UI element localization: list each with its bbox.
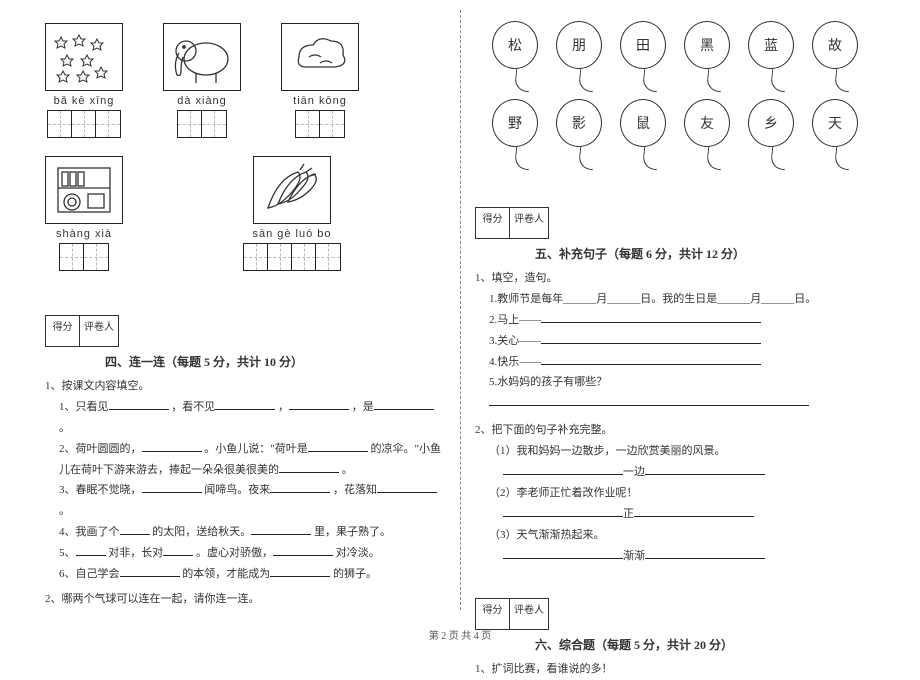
balloon[interactable]: 野 — [492, 99, 538, 147]
r-q1-a: 1.教师节是每年______月______日。我的生日是______月_____… — [489, 289, 875, 310]
card-stars: bǎ kē xīng — [45, 23, 123, 138]
score-box: 得分 评卷人 — [45, 315, 119, 347]
r-q2-a-blank: 一边 — [503, 462, 875, 483]
q1-item-b: 2、荷叶圆圆的， 。小鱼儿说："荷叶是 的凉伞。"小鱼儿在荷叶下游来游去，捧起一… — [59, 439, 445, 481]
char-grid[interactable] — [243, 243, 341, 271]
pinyin-label: sān gè luó bo — [252, 228, 331, 240]
balloon[interactable]: 蓝 — [748, 21, 794, 69]
cloud-icon — [281, 23, 359, 91]
balloon[interactable]: 天 — [812, 99, 858, 147]
r-q1-e-blank — [489, 393, 875, 414]
reviewer-label: 评卷人 — [514, 601, 544, 616]
q1-item-a: 1、只看见 ，看不见 ， ，是 。 — [59, 397, 445, 439]
elephant-icon — [163, 23, 241, 91]
pinyin-label: shàng xià — [56, 228, 112, 240]
balloon[interactable]: 朋 — [556, 21, 602, 69]
r-q1-label: 1、填空，造句。 — [475, 268, 875, 289]
carrot-icon — [253, 156, 331, 224]
image-card-row-2: shàng xià sān — [45, 156, 445, 271]
balloon-row-bottom: 野 影 鼠 友 乡 天 — [475, 99, 875, 147]
image-card-row-1: bǎ kē xīng — [45, 23, 445, 138]
r-q2-a: （1）我和妈妈一边散步，一边欣赏美丽的风景。 — [489, 441, 875, 462]
balloon[interactable]: 乡 — [748, 99, 794, 147]
balloon[interactable]: 影 — [556, 99, 602, 147]
left-column: bǎ kē xīng — [30, 15, 460, 605]
balloon[interactable]: 鼠 — [620, 99, 666, 147]
r-q1-e: 5.水妈妈的孩子有哪些？ — [489, 372, 875, 393]
balloon[interactable]: 故 — [812, 21, 858, 69]
char-grid[interactable] — [59, 243, 109, 271]
char-grid[interactable] — [177, 110, 227, 138]
r-q2-b-blank: 正 — [503, 504, 875, 525]
pinyin-label: bǎ kē xīng — [54, 95, 115, 107]
char-grid[interactable] — [295, 110, 345, 138]
balloon[interactable]: 黑 — [684, 21, 730, 69]
r-q6-1: 1、扩词比赛，看谁说的多！ — [475, 659, 875, 680]
score-label: 得分 — [480, 601, 505, 616]
q1-item-c: 3、春眠不觉晓， 闻啼鸟。夜来 ，花落知 。 — [59, 480, 445, 522]
reviewer-label: 评卷人 — [84, 318, 114, 333]
score-label: 得分 — [480, 210, 505, 225]
score-box: 得分 评卷人 — [475, 598, 549, 630]
right-column: 松 朋 田 黑 蓝 故 野 影 鼠 友 乡 天 得分 评卷人 五、补充句子（每题… — [460, 15, 890, 605]
r-q1-d: 4.快乐—— — [489, 352, 875, 373]
score-box: 得分 评卷人 — [475, 207, 549, 239]
card-carrots: sān gè luó bo — [243, 156, 341, 271]
pinyin-label: dà xiàng — [177, 95, 227, 107]
r-q1-c: 3.关心—— — [489, 331, 875, 352]
reviewer-label: 评卷人 — [514, 210, 544, 225]
q1-item-d: 4、我画了个 的太阳，送给秋天。 里，果子熟了。 — [59, 522, 445, 543]
card-elephant: dà xiàng — [163, 23, 241, 138]
r-q2-label: 2、把下面的句子补充完整。 — [475, 420, 875, 441]
column-divider — [460, 10, 461, 610]
r-q2-c-blank: 渐渐 — [503, 546, 875, 567]
balloon-row-top: 松 朋 田 黑 蓝 故 — [475, 21, 875, 69]
section-4-title: 四、连一连（每题 5 分，共计 10 分） — [105, 353, 445, 370]
q1-label: 1、按课文内容填空。 — [45, 376, 445, 397]
r-q2-b: （2）李老师正忙着改作业呢！ — [489, 483, 875, 504]
r-q2-c: （3）天气渐渐热起来。 — [489, 525, 875, 546]
card-shelf: shàng xià — [45, 156, 123, 271]
char-grid[interactable] — [47, 110, 121, 138]
score-label: 得分 — [50, 318, 75, 333]
shelf-icon — [45, 156, 123, 224]
balloon[interactable]: 友 — [684, 99, 730, 147]
balloon[interactable]: 松 — [492, 21, 538, 69]
r-q1-b: 2.马上—— — [489, 310, 875, 331]
pinyin-label: tiān kōng — [293, 95, 347, 107]
q1-item-e: 5、 对非，长对 。虚心对骄傲， 对冷淡。 — [59, 543, 445, 564]
balloon[interactable]: 田 — [620, 21, 666, 69]
section-5-title: 五、补充句子（每题 6 分，共计 12 分） — [535, 245, 875, 262]
stars-icon — [45, 23, 123, 91]
q1-item-f: 6、自己学会 的本领，才能成为 的狮子。 — [59, 564, 445, 585]
page-footer: 第 2 页 共 4 页 — [0, 627, 920, 642]
q2-label: 2、哪两个气球可以连在一起，请你连一连。 — [45, 589, 445, 610]
card-sky: tiān kōng — [281, 23, 359, 138]
